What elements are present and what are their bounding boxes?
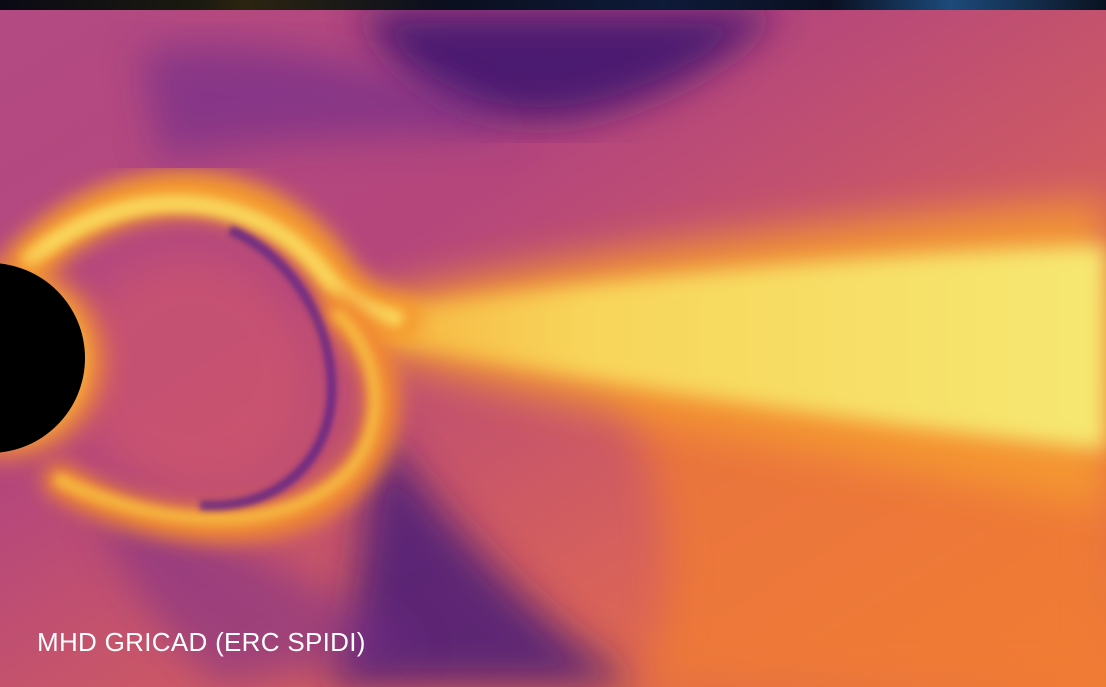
jet-core bbox=[360, 245, 1106, 450]
upper-purple-region bbox=[140, 44, 520, 160]
upper-dark-region bbox=[360, 10, 780, 121]
mhd-simulation-image bbox=[0, 10, 1106, 687]
inner-purple-ring bbox=[199, 225, 337, 511]
lower-dark-region bbox=[330, 430, 640, 687]
top-edge-strip bbox=[0, 0, 1106, 10]
image-caption: MHD GRICAD (ERC SPIDI) bbox=[37, 627, 366, 657]
lower-loop-core bbox=[54, 309, 382, 525]
inner-region bbox=[70, 255, 310, 485]
star-disk bbox=[0, 263, 85, 453]
